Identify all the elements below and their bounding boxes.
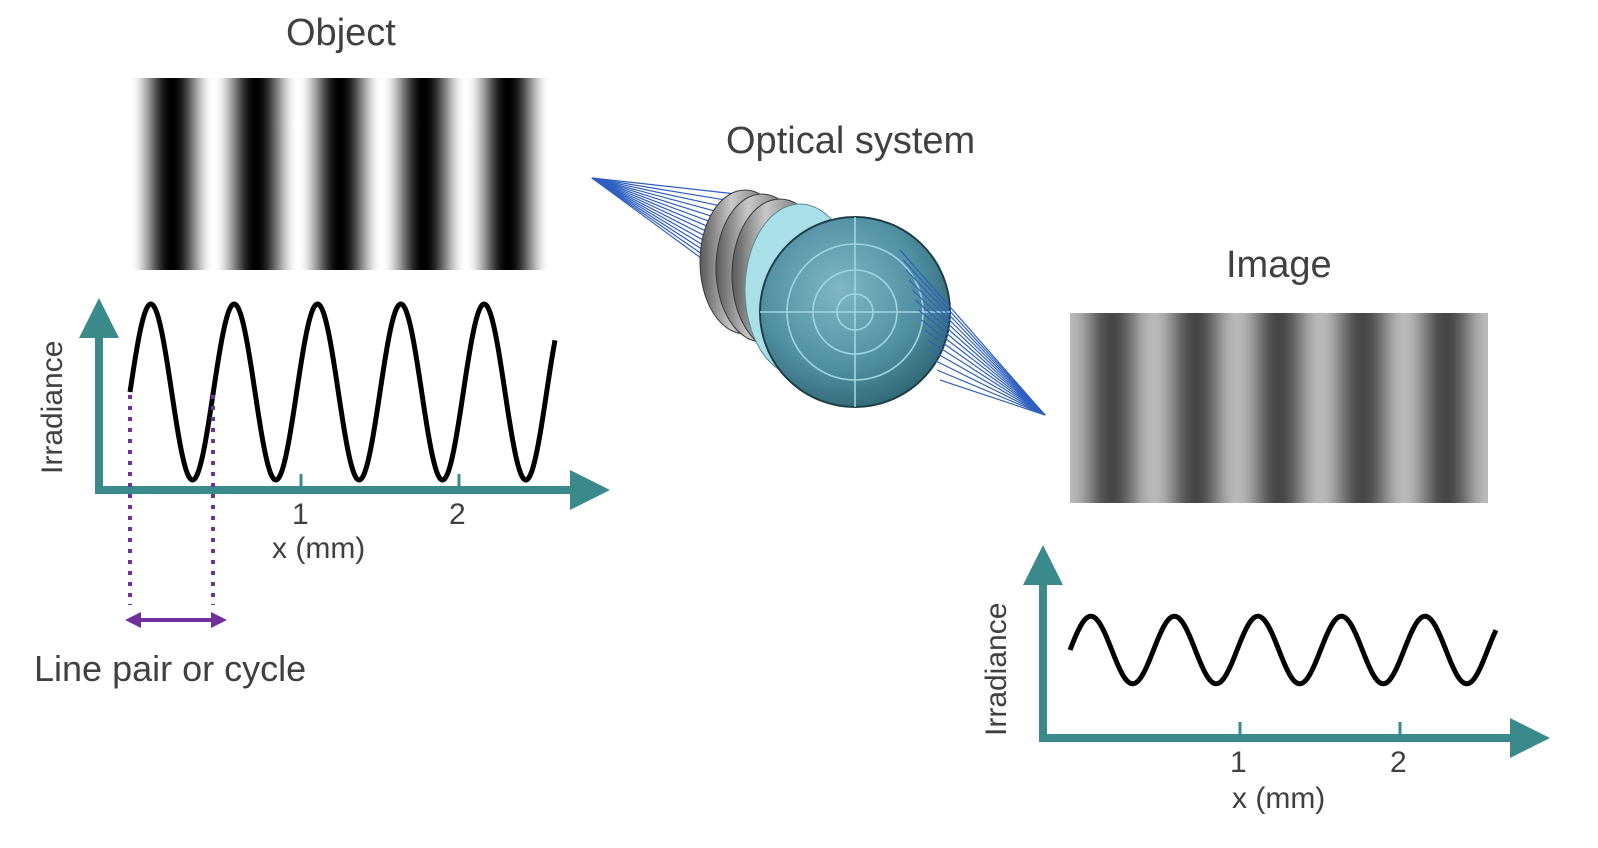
object-title: Object — [286, 12, 396, 54]
output-ray — [927, 339, 1046, 416]
output-ray — [930, 349, 1046, 416]
output-ray — [911, 289, 1046, 416]
output-ray — [908, 279, 1046, 416]
object-tick-label-2: 2 — [449, 498, 466, 531]
output-ray — [914, 299, 1046, 416]
object-axes — [79, 298, 610, 510]
image-x-axis-label: x (mm) — [1232, 782, 1326, 815]
line-pair-annotation — [125, 395, 227, 628]
line-pair-label: Line pair or cycle — [34, 648, 307, 689]
output-ray — [921, 319, 1046, 416]
image-tick-label-1: 1 — [1230, 746, 1247, 779]
image-title: Image — [1226, 244, 1332, 286]
output-ray — [899, 249, 1046, 416]
input-ray — [591, 177, 747, 205]
image-tick-label-2: 2 — [1390, 746, 1407, 779]
output-ray — [924, 329, 1046, 416]
object-x-axis-label: x (mm) — [272, 532, 366, 565]
output-ray — [905, 269, 1046, 416]
object-grating — [130, 78, 550, 270]
output-ray — [918, 309, 1046, 416]
image-axes — [1023, 545, 1550, 758]
optical-system-lens — [591, 177, 1046, 416]
input-ray — [591, 177, 746, 196]
output-ray — [936, 369, 1046, 416]
image-grating — [1070, 313, 1488, 503]
image-irradiance-curve — [1067, 613, 1499, 687]
image-y-axis-label: Irradiance — [980, 602, 1013, 736]
output-ray — [939, 379, 1046, 416]
object-irradiance-curve — [127, 301, 558, 483]
optical-system-title: Optical system — [726, 120, 976, 162]
object-tick-label-1: 1 — [292, 498, 309, 531]
output-rays — [899, 249, 1046, 416]
object-y-axis-label: Irradiance — [36, 340, 69, 474]
output-ray — [902, 259, 1046, 416]
output-ray — [933, 359, 1046, 416]
